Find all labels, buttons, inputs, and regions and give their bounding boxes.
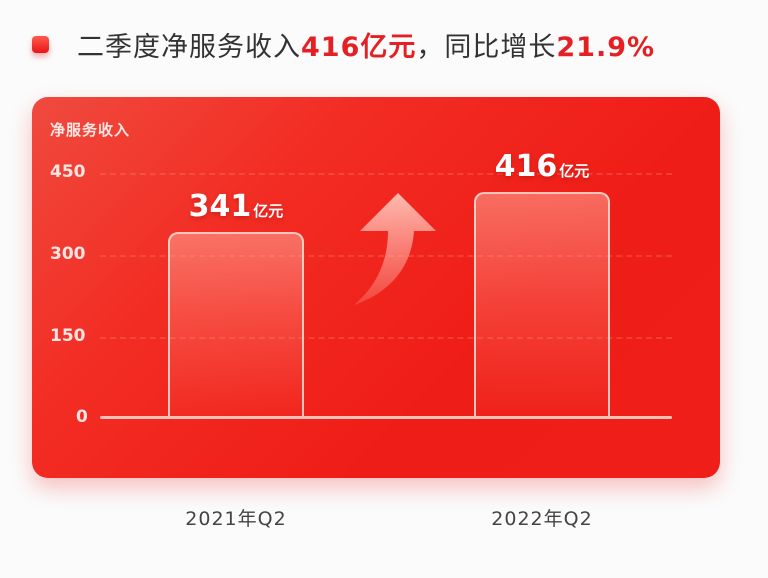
- bar-value-2022-q2: 416 亿元: [494, 149, 590, 184]
- bar-2021-q2: [168, 232, 304, 418]
- bar-2022-q2: [474, 192, 610, 418]
- x-label-2021-q2: 2021年Q2: [185, 508, 287, 530]
- y-tick-0: 0: [76, 407, 88, 427]
- title-bullet-icon: [32, 35, 49, 53]
- x-label-2022-q2: 2022年Q2: [491, 508, 593, 530]
- chart-card: 净服务收入 450 300 150 0 341 亿元 416 亿元: [32, 97, 720, 478]
- headline-middle: ，同比增长: [416, 31, 557, 63]
- headline-growth: 21.9%: [556, 31, 656, 63]
- y-axis-title: 净服务收入: [50, 121, 131, 139]
- growth-up-arrow-icon: [354, 193, 436, 305]
- gridline-150: [100, 337, 672, 339]
- y-tick-150: 150: [50, 326, 86, 346]
- chart-header: 二季度净服务收入416亿元，同比增长21.9%: [32, 22, 655, 66]
- y-tick-300: 300: [50, 244, 86, 264]
- bar-value-2021-q2: 341 亿元: [188, 189, 284, 224]
- headline-value: 416亿元: [301, 31, 417, 63]
- headline-prefix: 二季度净服务收入: [77, 31, 301, 63]
- x-axis-line: [100, 416, 672, 419]
- headline: 二季度净服务收入416亿元，同比增长21.9%: [77, 25, 655, 64]
- y-tick-450: 450: [50, 162, 86, 182]
- gridline-450: [100, 173, 672, 175]
